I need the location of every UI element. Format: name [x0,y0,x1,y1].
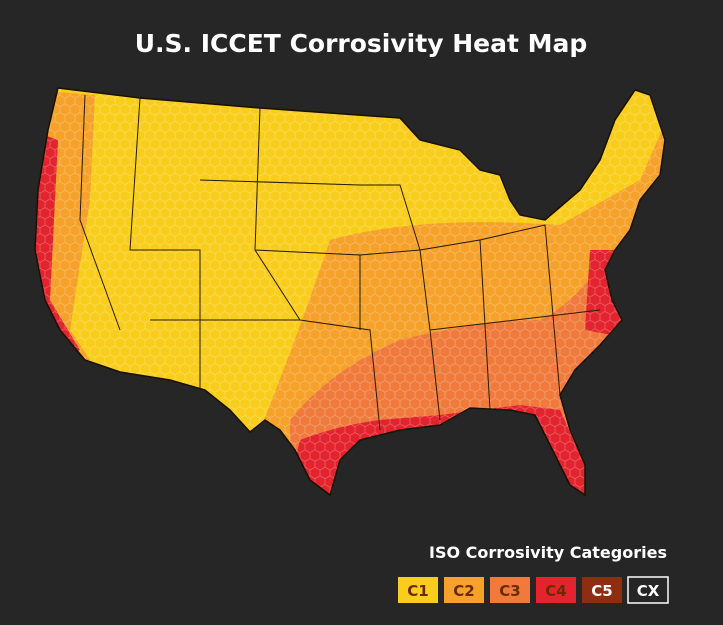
legend: C1 C2 C3 C4 C5 CX [398,576,669,604]
legend-label: CX [637,582,660,600]
us-map [35,88,665,495]
legend-swatch [444,577,484,603]
legend-swatch [582,577,622,603]
hex-grid [35,88,665,495]
legend-label: C4 [545,582,566,600]
legend-label: C1 [407,582,428,600]
us-outline [34,87,666,497]
legend-label: C5 [591,582,612,600]
legend-label: C2 [453,582,474,600]
legend-swatch [490,577,530,603]
legend-title: ISO Corrosivity Categories [429,543,667,562]
legend-swatch [627,576,669,604]
legend-swatch [398,577,438,603]
state-lines [79,94,601,431]
legend-swatch [536,577,576,603]
legend-label: C3 [499,582,520,600]
map-title: U.S. ICCET Corrosivity Heat Map [135,29,588,58]
